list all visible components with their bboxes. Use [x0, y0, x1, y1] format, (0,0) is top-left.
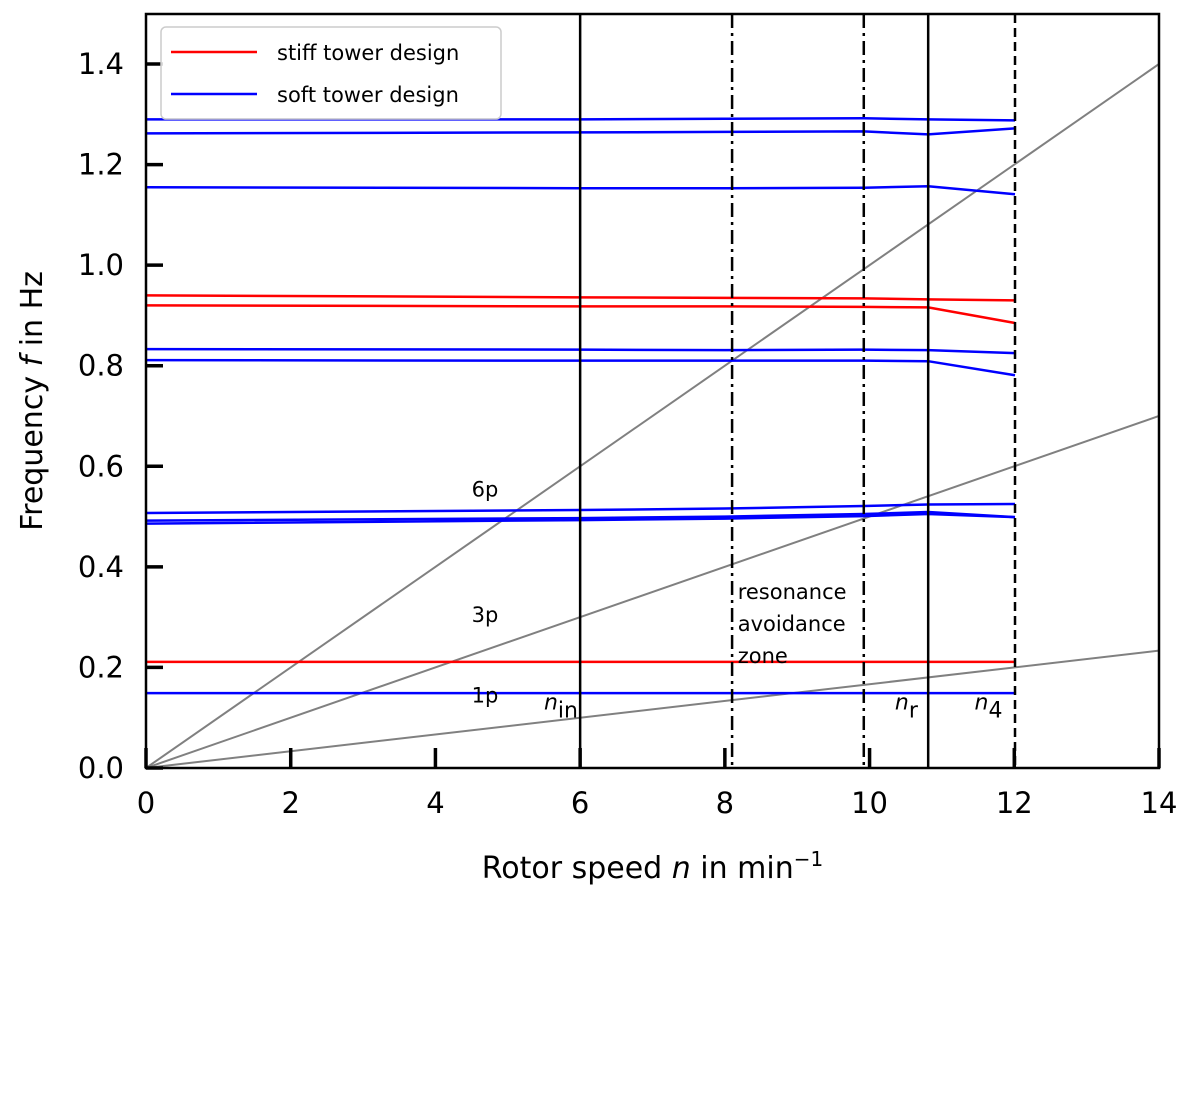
x-tick-label: 12 — [996, 786, 1033, 820]
marker-label-r: nr — [895, 691, 919, 724]
y-tick-label: 1.2 — [78, 148, 124, 182]
legend-entry-label: stiff tower design — [277, 41, 459, 65]
soft-tower-mode-line — [146, 184, 1016, 196]
y-tick-label: 0.0 — [78, 751, 124, 785]
plot-area: nin nr n4 1p 3p 6p resonance avoidance zone — [146, 14, 1159, 768]
excitation-label-6p: 6p — [472, 478, 499, 502]
excitation-label-1p: 1p — [472, 684, 499, 708]
legend-box — [160, 26, 502, 120]
x-tick-label: 8 — [716, 786, 734, 820]
legend: stiff tower design soft tower design — [160, 26, 502, 120]
excitation-line-3p — [146, 415, 1159, 768]
soft-tower-mode-line — [146, 127, 1016, 136]
soft-tower-mode-line — [146, 510, 1016, 522]
legend-entry-label: soft tower design — [277, 83, 459, 107]
y-tick-label: 0.6 — [78, 449, 124, 483]
x-tick-label: 14 — [1141, 786, 1178, 820]
axes: 0 2 4 6 8 10 12 14 0.0 0.2 0.4 0.6 0.8 1.0 1.2 1.4 Rotor… — [15, 12, 1178, 886]
y-tick-label: 0.8 — [78, 349, 124, 383]
stiff-tower-mode-line — [146, 304, 1016, 325]
soft-tower-mode-line — [146, 358, 1016, 377]
x-axis-label: Rotor speed n in min−1 — [482, 847, 824, 886]
excitation-label-3p: 3p — [472, 603, 499, 627]
soft-tower-mode-line — [146, 347, 1016, 355]
excitation-line-1p — [146, 649, 1159, 768]
x-tick-label: 2 — [281, 786, 299, 820]
soft-tower-mode-line — [146, 502, 1016, 515]
y-tick-label: 0.4 — [78, 550, 124, 584]
soft-tower-mode-line — [146, 512, 1016, 525]
resonance-zone-label: zone — [738, 644, 788, 668]
marker-label-4: n4 — [974, 691, 1002, 724]
plot-frame — [144, 12, 1161, 770]
resonance-zone-label: avoidance — [738, 612, 846, 636]
y-axis-label: Frequency f in Hz — [15, 271, 50, 531]
marker-label-in: nin — [544, 691, 578, 724]
y-tick-label: 1.0 — [78, 248, 124, 282]
x-tick-label: 6 — [571, 786, 589, 820]
x-tick-label: 4 — [426, 786, 444, 820]
excitation-line-6p — [146, 63, 1159, 768]
x-tick-label: 0 — [137, 786, 155, 820]
x-tick-label: 10 — [851, 786, 888, 820]
y-tick-label: 0.2 — [78, 650, 124, 684]
soft-tower-mode-line — [146, 117, 1016, 122]
resonance-zone-label: resonance — [738, 580, 847, 604]
y-tick-label: 1.4 — [78, 47, 124, 81]
stiff-tower-mode-line — [146, 294, 1016, 302]
